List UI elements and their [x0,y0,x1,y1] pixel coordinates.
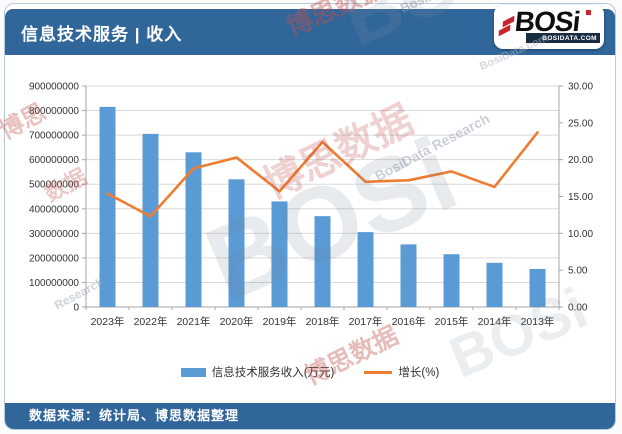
svg-text:2021年: 2021年 [177,315,211,328]
bosi-logo: BOSi BOSIDATA.COM [494,5,604,49]
svg-text:800000000: 800000000 [29,106,79,117]
svg-text:2013年: 2013年 [521,315,555,328]
bar-2021年 [185,152,202,307]
data-source-text: 数据来源：统计局、博思数据整理 [29,408,240,423]
svg-text:25.00: 25.00 [568,118,593,129]
page-title: 信息技术服务 | 收入 [21,25,183,44]
chart-legend: 信息技术服务收入(万元) 增长(%) [5,362,615,382]
logo-subtext: BOSIDATA.COM [526,33,600,43]
legend-item-line: 增长(%) [364,364,439,380]
legend-label: 信息技术服务收入(万元) [211,367,335,379]
legend-bar-swatch-icon [180,367,206,377]
svg-text:2014年: 2014年 [478,315,512,328]
svg-text:600000000: 600000000 [29,155,79,166]
svg-text:5.00: 5.00 [568,266,588,277]
svg-text:900000000: 900000000 [29,82,79,93]
svg-text:100000000: 100000000 [29,278,79,289]
svg-text:400000000: 400000000 [29,204,79,215]
bar-2023年 [99,106,116,307]
bar-2018年 [314,216,331,307]
chart-card: 信息技术服务 | 收入 BOSi BOSIDATA.COM 900000000 8… [4,3,616,430]
svg-text:0.00: 0.00 [568,303,588,314]
logo-slash-icon [498,24,511,37]
growth-line [106,131,539,218]
svg-text:15.00: 15.00 [568,192,593,203]
svg-text:2020年: 2020年 [220,315,254,328]
bar-2013年 [529,268,546,307]
bar-2017年 [357,232,374,307]
svg-text:2016年: 2016年 [392,315,426,328]
svg-text:20.00: 20.00 [568,155,593,166]
bar-2015年 [443,254,460,307]
svg-text:2017年: 2017年 [349,315,383,328]
bar-2022年 [142,133,159,307]
svg-text:2023年: 2023年 [91,315,125,328]
chart-area: 900000000 800000000 700000000 600000000 5000… [5,58,617,348]
svg-text:700000000: 700000000 [29,131,79,142]
bar-2020年 [228,179,245,307]
legend-line-swatch-icon [364,370,393,374]
svg-text:0: 0 [73,303,79,314]
footer-bar: 数据来源：统计局、博思数据整理 [5,403,615,429]
legend-item-bar: 信息技术服务收入(万元) [180,364,335,380]
svg-text:2018年: 2018年 [306,315,340,328]
svg-text:10.00: 10.00 [568,229,593,240]
svg-text:2015年: 2015年 [435,315,469,328]
svg-text:2019年: 2019年 [263,315,297,328]
svg-text:500000000: 500000000 [29,180,79,191]
svg-text:2022年: 2022年 [134,315,168,328]
svg-text:30.00: 30.00 [568,82,593,93]
bar-2019年 [271,201,288,307]
svg-text:200000000: 200000000 [29,253,79,264]
bar-2014年 [486,262,503,307]
revenue-growth-combo-chart: 900000000 800000000 700000000 600000000 5000… [29,82,594,329]
svg-text:300000000: 300000000 [29,229,79,240]
logo-dot-icon [586,10,591,15]
bar-2016年 [400,244,417,307]
legend-label: 增长(%) [398,367,440,379]
